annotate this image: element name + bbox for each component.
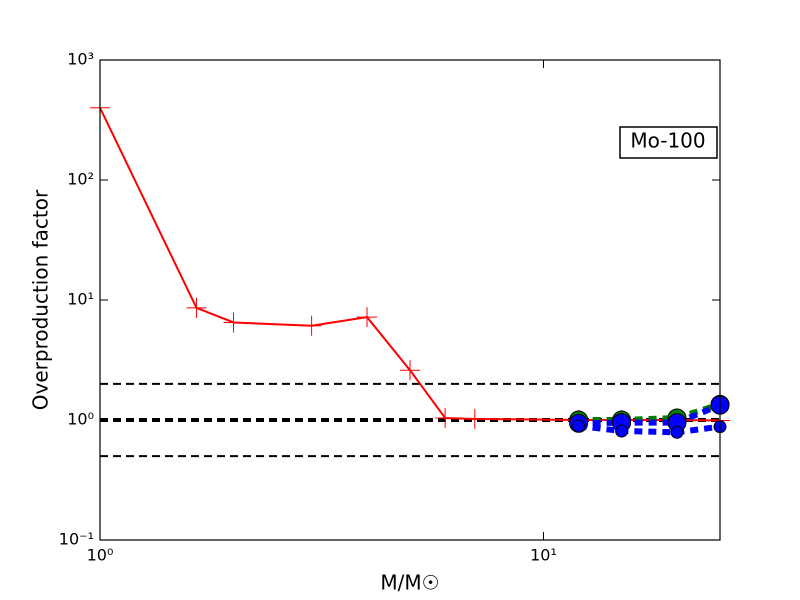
marker xyxy=(615,424,629,438)
marker xyxy=(464,408,485,429)
series-line xyxy=(578,402,722,427)
marker xyxy=(186,297,207,318)
x-tick-label: 10¹ xyxy=(530,546,557,565)
series-line xyxy=(578,423,721,436)
marker xyxy=(572,419,586,433)
x-tick-label: 10⁰ xyxy=(87,546,114,565)
y-tick-label: 10⁰ xyxy=(67,410,94,429)
annotation: Mo-100 xyxy=(630,129,705,153)
plot-frame xyxy=(99,59,721,541)
y-tick-label: 10³ xyxy=(67,50,94,69)
marker xyxy=(400,360,420,381)
marker xyxy=(357,307,378,328)
y-tick-label: 10⁻¹ xyxy=(59,530,94,549)
series-line xyxy=(578,401,721,423)
marker xyxy=(301,315,322,336)
marker xyxy=(223,312,244,333)
marker xyxy=(435,407,456,428)
annotation-box xyxy=(619,126,718,159)
y-tick-label: 10¹ xyxy=(67,290,94,309)
y-tick-label: 10² xyxy=(67,170,94,189)
x-axis-label: M/M☉ xyxy=(380,571,439,595)
y-axis-label: Overproduction factor xyxy=(29,189,53,410)
marker xyxy=(670,425,684,439)
